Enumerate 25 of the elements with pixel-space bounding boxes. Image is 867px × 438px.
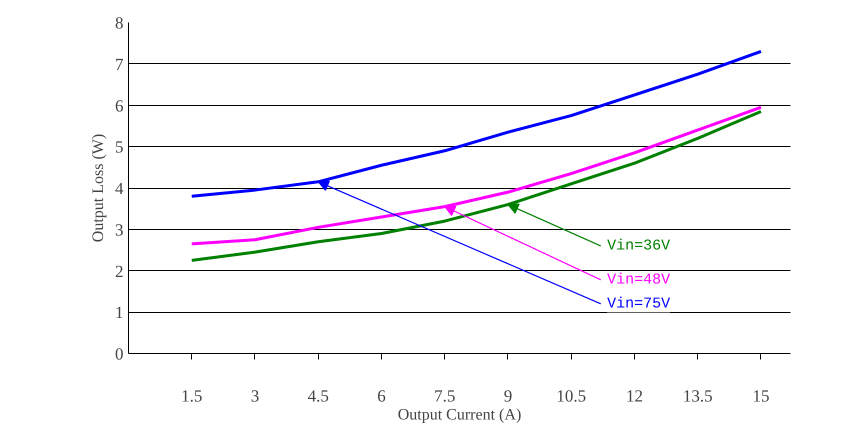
y-tick-label: 0 <box>115 344 124 364</box>
y-tick-label: 2 <box>115 262 124 281</box>
y-tick-label: 6 <box>115 96 124 116</box>
y-axis-title: Output Loss (W) <box>90 134 107 242</box>
x-tick-label: 4.5 <box>308 386 329 406</box>
x-tick-label: 6 <box>377 386 386 406</box>
text: Vin=75V <box>607 295 670 312</box>
x-tick-label: 12 <box>626 386 643 406</box>
x-tick-label: 9 <box>504 386 512 406</box>
y-tick-label: 7 <box>115 54 124 74</box>
x-axis-title: Output Current (A) <box>398 406 522 424</box>
y-tick-label: 8 <box>115 14 124 32</box>
y-tick-label: 3 <box>115 220 124 240</box>
y-tick-label: 5 <box>115 138 124 157</box>
text: Vin=36V <box>607 237 670 254</box>
x-tick-label: 13.5 <box>682 386 713 406</box>
y-tick-label: 4 <box>115 179 124 198</box>
x-tick-label: 15 <box>752 386 770 406</box>
y-tick-label: 1 <box>115 303 124 322</box>
x-tick-label: 1.5 <box>181 386 202 406</box>
x-tick-label: 7.5 <box>434 386 456 406</box>
x-tick-label: 10.5 <box>556 386 586 406</box>
x-tick-label: 3 <box>250 386 260 406</box>
text: Vin=48V <box>607 271 670 288</box>
line-series <box>190 50 762 198</box>
